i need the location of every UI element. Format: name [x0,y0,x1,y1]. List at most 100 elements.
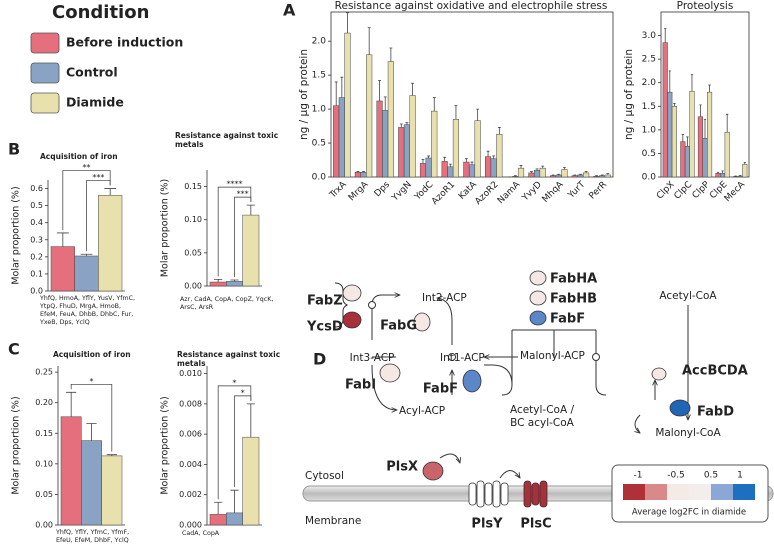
y-tick-label: 1.5 [312,71,326,81]
bar [101,455,123,526]
bar [419,163,427,178]
enzyme: FabZ [307,294,343,309]
significance-label: * [241,388,245,397]
chart-title: Acquisition of iron [53,350,131,359]
y-tick-label: 0.0 [312,173,327,183]
error-bar [699,104,702,117]
x-tick-label: AzoR2 [473,180,500,207]
bar [737,175,743,178]
arrow [371,295,400,306]
y-axis-label: Molar proportion (%) [160,396,171,494]
error-bar [595,175,598,177]
bar [403,124,410,178]
colorbar [623,484,755,500]
significance-label: ** [83,163,91,172]
enzyme: FabF [550,312,585,327]
error-bar [579,173,582,175]
error-bar [334,81,338,106]
bar [742,164,748,178]
error-bar [551,174,555,176]
x-tick-label: ClpC [673,180,695,202]
metabolite: Malonyl-CoA [655,427,721,439]
error-bar [80,253,93,256]
node [448,353,456,361]
y-tick-label: 0.20 [35,398,53,407]
error-bar [721,170,724,174]
bar [338,97,345,178]
enzyme: FabD [697,405,734,420]
significance-label: *** [92,173,104,182]
y-axis-label: Molar proportion (%) [11,396,22,494]
bar [81,440,102,526]
enzyme: PlsY [471,517,503,532]
arrow [635,414,640,433]
bar [226,512,243,526]
x-tick-label: MhqA [541,179,567,205]
enzyme: FabF [423,382,458,397]
legend-label: Diamide [66,95,124,110]
colorbar-tick: -1 [634,471,643,481]
bar [441,161,448,178]
bar [571,175,578,178]
chart-title: Resistance against oxidative and electro… [335,0,608,12]
y-tick-label: 0.006 [179,430,202,439]
x-axis-label: Azr, CadA, CopA, CopZ, YqcK, ArsC, ArsR [180,296,274,311]
error-bar [346,12,349,34]
node [592,353,600,361]
bar [74,255,99,292]
arrow [501,329,607,396]
y-tick-label: 0.10 [35,459,53,468]
protein-icon [651,367,667,381]
bar [468,164,476,178]
bar [539,167,546,178]
error-bar [716,171,720,174]
error-bar [432,97,436,112]
significance-label: * [233,378,237,387]
x-axis-label: YhfQ, YflY, YfmC, YfmF, EfeU, EfeM, DhbF… [56,529,130,544]
colorbar-tick: 0.5 [704,471,718,481]
bar [447,166,454,178]
error-bar [230,489,239,513]
bar [724,131,730,178]
x-tick-label: YurT [566,179,588,201]
y-tick-label: 0.5 [642,149,656,159]
y-tick-label: 0.004 [179,460,202,469]
enzyme: PlsX [386,460,418,475]
bar [209,281,227,287]
bar [226,281,243,287]
y-axis-label: Molar proportion (%) [160,179,171,277]
bar [707,91,713,178]
error-bar [411,82,414,96]
error-bar [492,155,496,159]
panel-label: B [8,140,20,159]
error-bar [104,188,117,196]
error-bar [513,175,517,177]
significance-bracket [217,385,252,500]
error-bar [367,27,371,55]
bar [512,176,519,178]
error-bar [86,423,97,441]
error-bar [443,156,447,162]
bar [490,158,497,178]
y-tick-label: 0.00 [184,282,202,291]
bar [242,214,260,287]
y-tick-label: 0.0 [30,287,43,296]
bar [496,133,503,178]
chart-title: Resistance against toxic metals [175,131,279,149]
bar [715,172,721,178]
bar [534,169,541,178]
y-axis-label: ng / µg of protein [298,49,310,140]
y-tick-label: 0.000 [179,521,202,530]
bar [474,120,481,178]
bar [517,167,525,178]
node [368,301,376,309]
x-tick-label: YvyD [520,180,544,204]
bar [689,90,695,178]
colorbar-label: Average log2FC in diamide [632,508,746,518]
bar [463,161,470,178]
panel-label: C [8,340,20,359]
significance-bracket [217,186,252,277]
membrane-protein [523,480,548,508]
y-tick-label: 0.1 [30,269,43,278]
